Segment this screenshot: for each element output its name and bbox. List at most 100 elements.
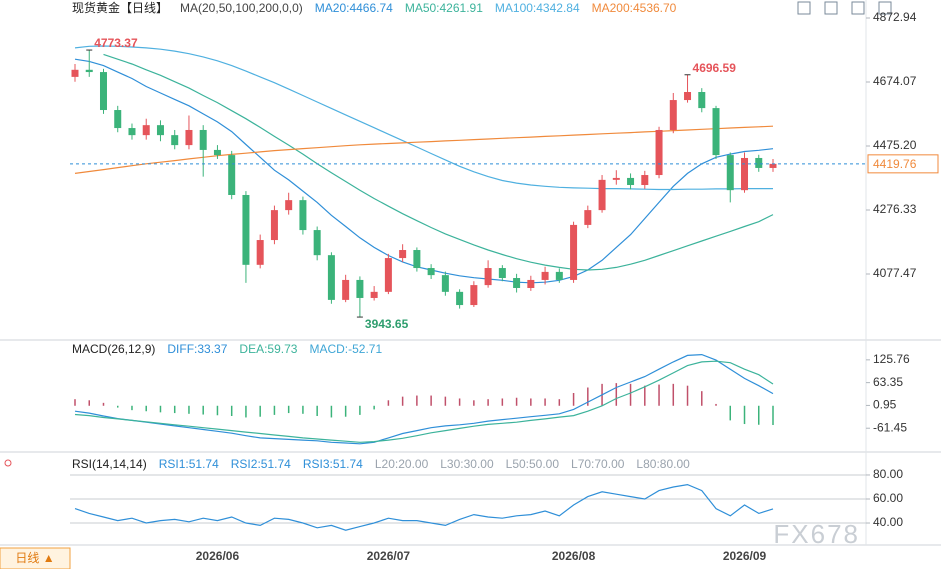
legend-entry: RSI1:51.74 [159,457,219,471]
x-tick-label: 2026/06 [196,549,240,563]
legend-entry: L30:30.00 [440,457,494,471]
candle-body [114,110,122,129]
extreme-label: 3943.65 [365,317,409,331]
candle-body [712,108,720,156]
candle-body [655,129,663,176]
candle-body [85,69,93,73]
y-tick-label: 40.00 [873,515,903,529]
period-button-label[interactable]: 日线 ▲ [15,551,54,565]
ma-line [74,58,774,284]
candle-body [427,268,435,276]
candle-body [399,250,407,259]
candle-body [698,92,706,109]
candle-body [456,291,464,306]
candle-body [384,258,392,292]
candle-body [99,72,107,111]
y-tick-label: 4872.94 [873,10,917,24]
legend-entry: L70:70.00 [571,457,625,471]
settings-icon[interactable] [4,459,12,467]
legend-entry: RSI3:51.74 [303,457,363,471]
candle-body [684,92,692,101]
candle-body [299,200,307,231]
y-tick-label: 4475.20 [873,138,917,152]
candle-body [342,279,350,300]
candle-body [185,129,193,146]
y-tick-label: 4276.33 [873,202,917,216]
legend-entry: RSI(14,14,14) [72,457,147,471]
y-tick-label: 4077.47 [873,266,917,280]
candle-body [128,128,136,136]
legend-entry: MACD:-52.71 [309,342,382,356]
candle-body [584,210,592,225]
last-price-box [867,154,939,174]
candle-body [413,250,421,269]
candle-body [513,278,521,288]
candle-body [527,279,535,288]
legend-entry: L50:50.00 [506,457,560,471]
legend-entry: MA(20,50,100,200,0,0) [180,1,303,15]
candle-body [356,279,364,298]
y-tick-label: -61.45 [873,420,907,434]
candle-body [171,135,179,146]
candle-body [270,210,278,241]
macd-line [74,353,774,445]
candle-body [769,163,777,168]
candle-body [285,200,293,211]
candle-body [541,271,549,280]
candle-body [498,268,506,279]
x-tick-label: 2026/09 [723,549,767,563]
legend-entry: L20:20.00 [375,457,429,471]
legend-entry: DEA:59.73 [239,342,297,356]
candle-body [213,149,221,156]
watermark: FX678 [773,519,860,549]
icon[interactable] [851,1,865,15]
candle-body [71,69,79,77]
legend-entry: DIFF:33.37 [167,342,227,356]
candle-body [313,230,321,256]
candle-body [741,157,749,191]
candle-body [555,271,563,280]
icon[interactable] [824,1,838,15]
candle-body [755,157,763,168]
y-tick-label: 4674.07 [873,74,917,88]
candle-body [142,125,150,136]
toolbar-icons[interactable] [797,1,892,15]
period-button[interactable] [0,547,71,569]
extreme-label: 4696.59 [693,61,737,75]
legend-entry: MA100:4342.84 [495,1,580,15]
candle-body [641,175,649,186]
candle-body [242,194,250,265]
legend-entry: MA50:4261.91 [405,1,483,15]
y-tick-label: 125.76 [873,352,910,366]
candle-body [199,129,207,150]
legend-entry: MACD(26,12,9) [72,342,155,356]
y-tick-label: 80.00 [873,467,903,481]
icon[interactable] [878,1,892,15]
ma-line [103,53,774,271]
candle-body [484,268,492,286]
legend-entry: L80:80.00 [636,457,690,471]
candle-body [256,240,264,265]
candle-body [726,155,734,191]
candle-body [228,155,236,195]
x-tick-label: 2026/08 [552,549,596,563]
y-tick-label: 63.35 [873,375,903,389]
y-tick-label: 60.00 [873,491,903,505]
x-tick-label: 2026/07 [367,549,411,563]
legend-entry: MA200:4536.70 [592,1,677,15]
legend-entry: 现货黄金【日线】 [72,0,168,15]
candle-body [598,179,606,211]
candle-body [327,255,335,300]
candle-body [669,100,677,130]
ma-line [74,45,773,191]
candle-body [156,125,164,136]
rsi-line [74,483,774,531]
legend-entry: MA20:4466.74 [315,1,393,15]
candle-body [441,275,449,292]
last-price-label: 4419.76 [873,157,917,171]
candle-body [612,177,620,180]
candle-body [370,291,378,298]
icon[interactable] [797,1,811,15]
